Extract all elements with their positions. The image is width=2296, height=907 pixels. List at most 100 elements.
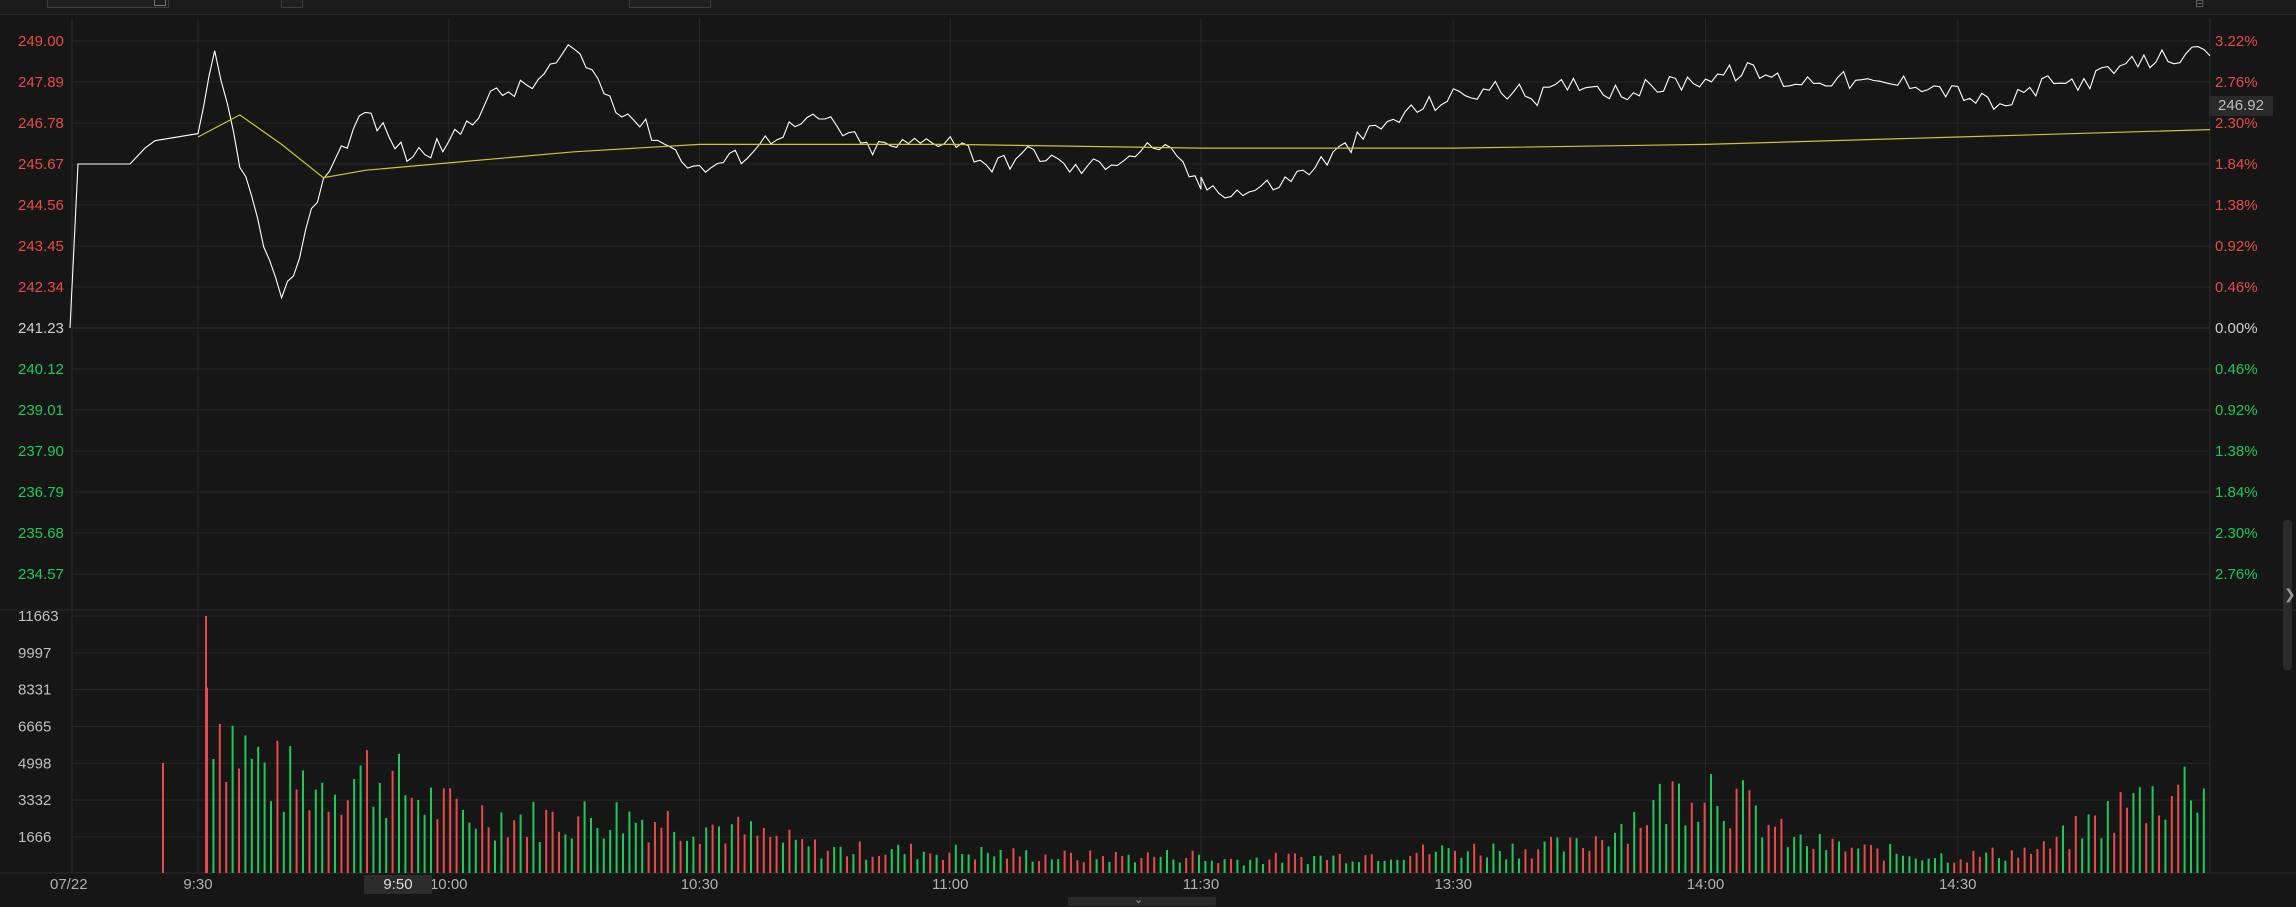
volume-bar	[756, 835, 759, 873]
price-tick-label: 242.34	[18, 279, 64, 296]
volume-bar	[162, 762, 164, 873]
toolbar-select[interactable]	[629, 0, 711, 8]
volume-bar	[2055, 836, 2058, 873]
volume-bar	[666, 811, 669, 873]
volume-bar	[711, 824, 714, 873]
price-tick-label: 236.79	[18, 484, 64, 501]
time-axis-label: 14:00	[1687, 876, 1725, 893]
volume-bar	[545, 809, 548, 873]
current-price-marker: 246.92	[2209, 96, 2273, 116]
toolbar-input-1[interactable]	[47, 0, 169, 8]
price-tick-label: 246.78	[18, 115, 64, 132]
volume-bar	[1236, 859, 1239, 873]
volume-bar	[698, 843, 701, 873]
volume-bar	[474, 828, 477, 873]
volume-bar	[257, 746, 260, 873]
volume-bar	[2113, 832, 2116, 873]
volume-bar	[1255, 857, 1258, 873]
chart-grid	[0, 18, 2296, 874]
price-tick-label: 243.45	[18, 238, 64, 255]
volume-bar	[769, 837, 772, 873]
volume-bar	[1473, 843, 1476, 873]
volume-bar	[1121, 856, 1124, 873]
volume-bar	[1754, 805, 1757, 873]
volume-bar	[2158, 815, 2160, 873]
volume-bar	[1671, 781, 1674, 873]
volume-bar	[2145, 823, 2148, 873]
volume-bar	[1300, 857, 1303, 873]
volume-bar	[737, 816, 740, 873]
volume-bar	[327, 811, 330, 873]
volume-bar	[1607, 846, 1610, 873]
volume-bar	[1518, 858, 1520, 873]
volume-bar	[654, 822, 656, 873]
volume-tick-label: 6665	[18, 719, 51, 736]
volume-bar	[1646, 825, 1648, 873]
volume-bar	[526, 837, 528, 873]
volume-bar	[622, 833, 624, 873]
toolbar-checkbox[interactable]	[281, 0, 303, 8]
volume-bar	[1562, 851, 1565, 873]
volume-bar	[1025, 850, 1028, 873]
price-tick-label: 240.12	[18, 361, 64, 378]
volume-tick-label: 11663	[18, 608, 59, 625]
volume-bar	[647, 842, 650, 873]
side-panel-toggle[interactable]: ❯	[2283, 520, 2296, 670]
volume-bar	[929, 853, 932, 873]
volume-bar	[1780, 818, 1783, 873]
volume-bar	[1889, 844, 1892, 873]
volume-bar	[372, 806, 375, 873]
volume-bar	[1870, 845, 1872, 873]
volume-bar	[513, 820, 516, 873]
volume-bar	[1070, 852, 1072, 873]
volume-bar	[2074, 816, 2077, 873]
volume-bar	[1812, 848, 1815, 873]
volume-bar	[1210, 860, 1213, 873]
volume-bar	[532, 801, 535, 873]
volume-bar	[1543, 841, 1546, 873]
axis-labels: 249.00 3.22% 247.89 2.76% 246.78 2.30% 245.67 1…	[18, 33, 2258, 893]
chart-scrollbar[interactable]: ⌄	[1068, 894, 1216, 906]
volume-bar	[321, 782, 324, 873]
volume-bar	[807, 846, 810, 873]
volume-bar	[1806, 846, 1808, 873]
volume-bar	[750, 821, 752, 873]
volume-bar	[1460, 857, 1463, 873]
volume-bar	[974, 859, 976, 873]
volume-bar	[1492, 843, 1495, 873]
time-axis-label: 11:00	[932, 876, 968, 893]
volume-bar	[1172, 859, 1175, 873]
volume-bar	[1825, 850, 1828, 873]
volume-bar	[794, 839, 797, 873]
volume-bar	[1498, 851, 1501, 873]
volume-bar	[2119, 792, 2122, 873]
volume-bar	[2004, 860, 2007, 873]
price-tick-label: 234.57	[18, 566, 64, 583]
price-line	[69, 44, 2211, 329]
volume-bar	[634, 822, 637, 873]
settings-icon[interactable]: ⊟	[2195, 0, 2205, 10]
volume-bar	[846, 856, 848, 873]
volume-bar	[1108, 862, 1111, 873]
volume-bar	[1390, 859, 1392, 873]
volume-bar	[570, 838, 573, 873]
volume-bar	[1729, 828, 1732, 873]
volume-bar	[1703, 802, 1706, 873]
pct-tick-label: 2.30%	[2215, 115, 2258, 132]
volume-bar	[1902, 855, 1904, 873]
volume-bar	[1249, 859, 1252, 873]
volume-bar	[1018, 856, 1021, 873]
pct-tick-label: 1.38%	[2215, 443, 2258, 460]
volume-bar	[2036, 849, 2039, 873]
volume-bar	[1338, 853, 1341, 873]
time-axis-label: 9:30	[183, 876, 212, 893]
volume-bar	[1991, 847, 1994, 873]
volume-bar	[871, 856, 874, 873]
volume-bar	[462, 809, 464, 873]
calendar-icon	[154, 0, 166, 6]
volume-bar	[1556, 837, 1559, 873]
volume-bar	[468, 822, 471, 873]
volume-bar	[1594, 836, 1597, 873]
volume-bar	[2049, 848, 2052, 873]
